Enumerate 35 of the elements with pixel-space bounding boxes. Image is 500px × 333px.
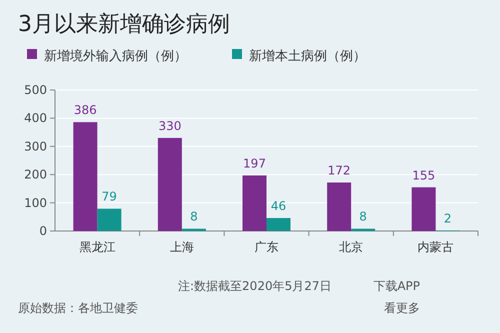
bar	[97, 208, 122, 231]
bar	[412, 187, 436, 231]
text: 原始数据：各地卫健委	[18, 301, 138, 315]
bar	[158, 138, 182, 231]
y-tick-label: 0	[39, 224, 47, 238]
y-tick-label: 500	[24, 83, 47, 97]
data-label: 197	[243, 156, 266, 170]
legend-label: 新增本土病例（例）	[249, 49, 366, 64]
text: 看更多	[384, 301, 420, 315]
data-label: 2	[444, 211, 452, 226]
x-tick-label: 广东	[254, 240, 278, 254]
bar	[266, 218, 290, 231]
chart-title: 3月以来新增确诊病例	[18, 12, 230, 37]
x-tick-label: 黑龙江	[79, 240, 116, 254]
bar	[327, 182, 352, 231]
text: 注:数据截至2020年5月27日	[178, 279, 332, 293]
y-tick-label: 200	[24, 168, 47, 182]
y-tick-label: 300	[24, 139, 47, 154]
y-tick-label: 400	[24, 111, 47, 126]
data-label: 172	[328, 163, 351, 178]
x-tick-label: 北京	[339, 240, 364, 254]
x-tick-label: 内蒙古	[418, 240, 454, 254]
text: 下载APP	[373, 279, 420, 293]
data-label: 8	[359, 210, 367, 224]
bar	[242, 175, 266, 231]
x-tick-label: 上海	[170, 240, 194, 254]
data-label: 79	[102, 190, 117, 204]
data-label: 46	[270, 199, 286, 214]
data-label: 386	[74, 103, 97, 118]
y-tick-label: 100	[24, 196, 47, 210]
data-label: 8	[190, 210, 198, 224]
data-label: 155	[412, 168, 436, 182]
data-label: 330	[158, 118, 182, 133]
legend-label: 新增境外输入病例（例）	[44, 48, 187, 64]
bar	[73, 122, 98, 231]
